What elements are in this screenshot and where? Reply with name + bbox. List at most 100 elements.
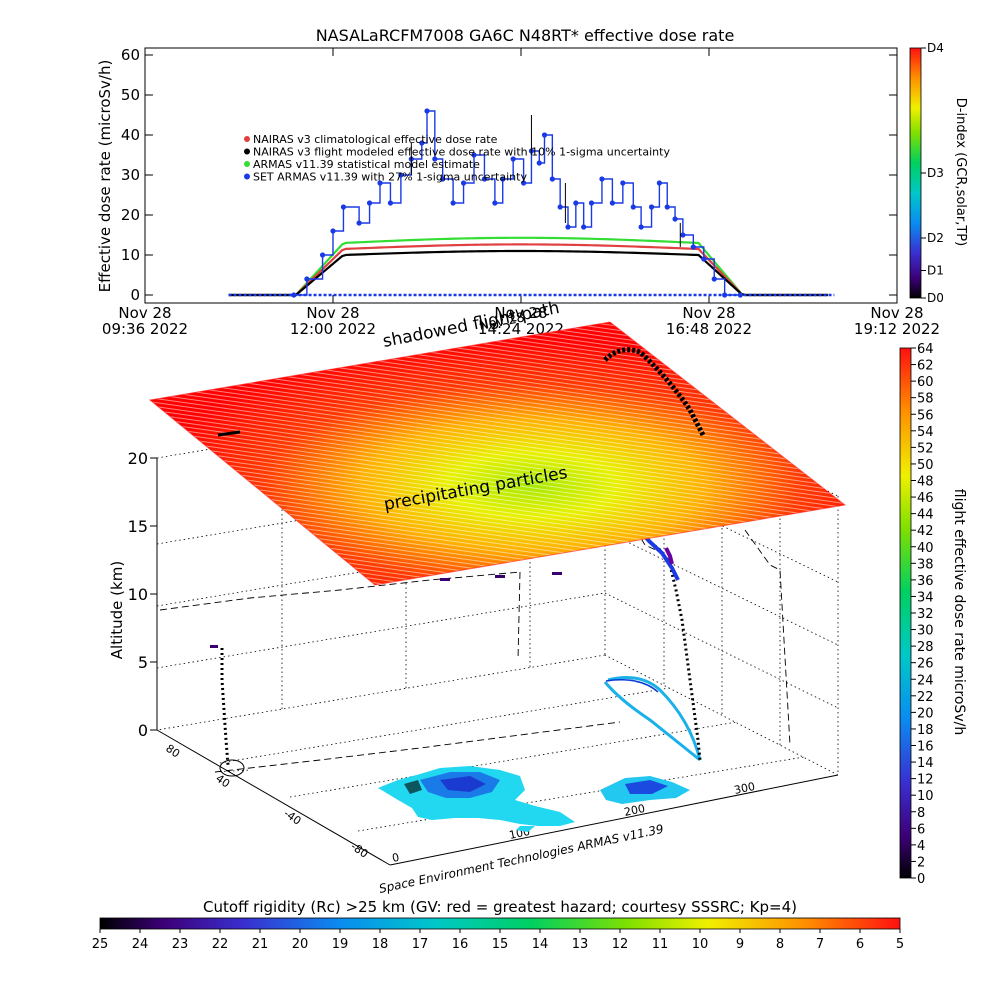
altitude-tick-label: 15 xyxy=(128,517,148,536)
set-armas-point xyxy=(460,180,467,186)
set-armas-point xyxy=(440,176,446,182)
legend-entry: NAIRAS v3 flight modeled effective dose … xyxy=(253,146,670,159)
legend-marker xyxy=(244,148,250,155)
dose-rate-tick: 32 xyxy=(917,607,934,622)
x-tick-date: Nov 28 xyxy=(494,304,547,322)
dose-rate-tick: 2 xyxy=(917,855,925,870)
dose-rate-tick: 6 xyxy=(917,822,925,837)
x-tick-time: 12:00 2022 xyxy=(290,320,376,338)
altitude-tick-label: 0 xyxy=(138,721,148,740)
set-armas-line xyxy=(293,110,741,296)
set-armas-point xyxy=(366,200,373,206)
cutoff-rigidity-tick: 17 xyxy=(412,937,429,952)
dose-rate-tick: 8 xyxy=(917,806,925,821)
ground-track xyxy=(603,676,702,762)
ground-track-edge xyxy=(605,679,659,693)
dose-rate-tick: 40 xyxy=(917,541,934,556)
set-armas-point xyxy=(541,132,548,138)
dose-rate-tick: 62 xyxy=(917,359,934,374)
y-tick-label: 20 xyxy=(121,206,140,224)
cutoff-rigidity-tick: 15 xyxy=(492,937,509,952)
dose-rate-tick: 44 xyxy=(917,508,934,523)
dose-rate-tick: 54 xyxy=(917,425,934,440)
dose-rate-tick: 16 xyxy=(917,740,934,755)
legend-marker xyxy=(244,136,250,142)
dose-rate-tick: 0 xyxy=(917,872,925,887)
x-tick-time: 16:48 2022 xyxy=(666,320,752,338)
set-armas-point xyxy=(630,204,636,210)
cutoff-rigidity-tick: 6 xyxy=(856,937,864,952)
cutoff-rigidity-tick: 7 xyxy=(816,937,824,952)
set-armas-point xyxy=(599,176,605,182)
cutoff-rigidity-tick: 14 xyxy=(532,937,549,952)
legend-entry: NAIRAS v3 climatological effective dose … xyxy=(253,133,498,146)
dose-rate-tick: 12 xyxy=(917,773,934,788)
set-armas-point xyxy=(557,204,563,210)
y-axis: 0 10 20 30 40 50 60 xyxy=(121,46,897,304)
dose-rate-tick: 50 xyxy=(917,458,934,473)
set-armas-point xyxy=(620,180,626,186)
d-index-tick: D2 xyxy=(927,231,944,245)
cutoff-rigidity-tick: 13 xyxy=(572,937,589,952)
cutoff-rigidity-tick: 21 xyxy=(252,937,269,952)
dose-rate-plane xyxy=(148,321,847,586)
cutoff-rigidity-tick: 10 xyxy=(692,937,709,952)
altitude-tick-label: 5 xyxy=(138,653,148,672)
cutoff-rigidity-colorbar xyxy=(99,917,901,930)
cutoff-rigidity-tick: 24 xyxy=(132,937,149,952)
dose-rate-tick: 28 xyxy=(917,640,934,655)
cutoff-rigidity-tick: 5 xyxy=(896,937,904,952)
dose-rate-tick: 60 xyxy=(917,375,934,390)
cutoff-rigidity-colorbar-group: Cutoff rigidity (Rc) >25 km (GV: red = g… xyxy=(92,898,904,952)
cutoff-rigidity-tick: 19 xyxy=(332,937,349,952)
x-tick-date: Nov 28 xyxy=(306,304,359,322)
x-tick-time: 19:12 2022 xyxy=(854,320,940,338)
shadowed-flight-mark xyxy=(217,430,241,437)
altitude-axis-label: Altitude (km) xyxy=(108,561,126,659)
dose-rate-tick: 30 xyxy=(917,624,934,639)
scatter-markers xyxy=(210,572,562,648)
armas-statistical-line xyxy=(228,236,828,297)
cutoff-rigidity-title: Cutoff rigidity (Rc) >25 km (GV: red = g… xyxy=(203,898,797,916)
set-armas-point xyxy=(356,220,362,226)
cutoff-rigidity-tick: 16 xyxy=(452,937,469,952)
set-armas-point xyxy=(291,292,297,298)
y-tick-label: 30 xyxy=(121,166,140,184)
set-armas-point xyxy=(424,108,430,114)
legend-marker xyxy=(244,161,250,167)
altitude-axis: 0 5 10 15 20 xyxy=(128,449,157,740)
set-armas-point xyxy=(549,176,555,182)
set-armas-point xyxy=(638,224,644,230)
d-index-tick: D3 xyxy=(927,166,944,180)
cutoff-rigidity-tick: 20 xyxy=(292,937,309,952)
cutoff-rigidity-tick: 25 xyxy=(92,937,109,952)
dose-rate-tick: 64 xyxy=(917,342,934,357)
dose-rate-tick: 10 xyxy=(917,789,934,804)
set-armas-point xyxy=(672,216,678,222)
dose-rate-tick: 22 xyxy=(917,690,934,705)
set-armas-point xyxy=(330,228,336,234)
longitude-tick-200: 200 xyxy=(623,802,646,819)
set-armas-point xyxy=(701,256,707,262)
dose-rate-tick: 26 xyxy=(917,657,934,672)
set-armas-point xyxy=(450,200,456,206)
y-tick-label: 50 xyxy=(121,86,140,104)
dose-rate-tick: 20 xyxy=(917,706,934,721)
dose-rate-colorbar-label: flight effective dose rate microSv/h xyxy=(951,489,967,735)
set-armas-point xyxy=(377,180,383,186)
nairas-climatological-line xyxy=(228,243,828,297)
dose-rate-tick: 48 xyxy=(917,475,934,490)
set-armas-point xyxy=(521,180,527,186)
cutoff-rigidity-tick: 18 xyxy=(372,937,389,952)
dose-rate-tick: 46 xyxy=(917,491,934,506)
flight-column-left xyxy=(220,648,230,766)
cutoff-rigidity-ticks: 25 24 23 22 21 20 19 18 17 16 15 14 13 12 11 10 9 8 7 6 5 xyxy=(92,929,904,952)
dose-rate-tick: 34 xyxy=(917,590,934,605)
legend-entry: SET ARMAS v11.39 with 27% 1-sigma uncert… xyxy=(253,171,527,184)
y-tick-label: 0 xyxy=(130,286,140,304)
set-armas-point xyxy=(573,200,579,206)
x-tick-time: 09:36 2022 xyxy=(102,320,188,338)
dose-rate-tick: 4 xyxy=(917,839,925,854)
